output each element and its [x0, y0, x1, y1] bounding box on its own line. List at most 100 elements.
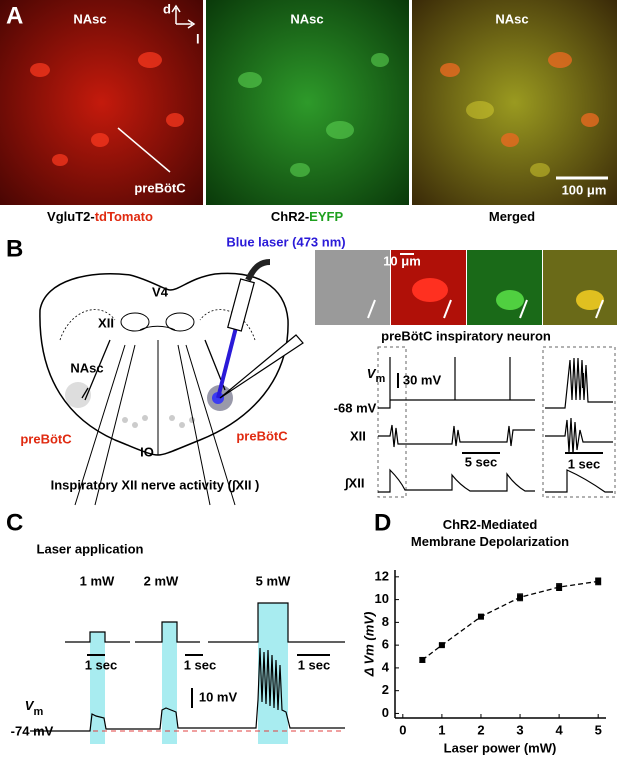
shape [530, 163, 550, 177]
y-tick-label: 4 [382, 659, 390, 674]
shape [65, 382, 91, 408]
shape [30, 647, 345, 732]
shape [367, 299, 604, 319]
shape [90, 632, 105, 744]
prebotc-label: preBötC [236, 428, 288, 443]
shape [371, 53, 389, 67]
scale-bar: 100 μm [562, 182, 607, 197]
diagram-label: IO [140, 444, 154, 459]
shape: EYFP [309, 209, 343, 224]
shape [30, 63, 50, 77]
shape [496, 290, 524, 310]
compass: l [196, 31, 200, 46]
y-tick-label: 12 [375, 568, 389, 583]
point [438, 642, 445, 649]
shape [139, 325, 176, 331]
time-scale: 1 sec [85, 657, 118, 672]
shape [466, 101, 494, 119]
vm-scale: 10 mV [199, 689, 238, 704]
shape: tdTomato [95, 209, 153, 224]
int-xii-label: ∫XII [344, 475, 364, 490]
x-tick-label: 2 [477, 722, 484, 737]
power-label: 5 mW [256, 573, 291, 588]
power-label: 2 mW [144, 573, 179, 588]
time-scale: 1 sec [184, 657, 217, 672]
shape [378, 357, 535, 409]
shape [412, 0, 617, 205]
panel-letter: C [6, 509, 23, 536]
y-tick-label: 10 [375, 591, 389, 606]
point [595, 578, 602, 585]
shape [117, 127, 171, 173]
shape: Merged [489, 209, 535, 224]
y-tick-label: 6 [382, 637, 389, 652]
diagram-label: NAsc [70, 360, 103, 375]
shape [315, 250, 390, 325]
vm-label: Vm [367, 366, 386, 384]
y-tick-label: 8 [382, 614, 389, 629]
x-tick-label: 5 [595, 722, 602, 737]
shape [542, 346, 616, 498]
shape [0, 0, 203, 205]
shape [132, 422, 138, 428]
image-label: NAsc [73, 11, 106, 26]
shape [122, 417, 128, 423]
shape [377, 346, 407, 498]
shape [74, 344, 236, 506]
shape [545, 357, 613, 409]
fit-line [421, 580, 599, 661]
vm-label: Vm [25, 698, 44, 717]
shape [238, 72, 262, 88]
shape [545, 417, 613, 455]
traces [30, 602, 345, 744]
caption: VgluT2-tdTomato [47, 209, 153, 224]
shape [466, 101, 550, 177]
brainstem-diagram [39, 259, 304, 506]
shape [120, 312, 150, 332]
shape [138, 52, 162, 68]
shape [543, 250, 617, 325]
time-scale: 5 sec [465, 454, 498, 469]
power-label: 1 mW [80, 573, 115, 588]
x-axis-label: Laser power (mW) [444, 740, 557, 755]
shape [576, 290, 604, 310]
shape: V [25, 698, 35, 713]
y-tick-label: 0 [382, 705, 389, 720]
point [556, 584, 563, 591]
caption: Merged [489, 209, 535, 224]
shape [467, 250, 542, 325]
neuron-title: preBötC inspiratory neuron [381, 328, 551, 343]
shape [227, 278, 255, 332]
shape [59, 309, 256, 341]
shape [52, 154, 68, 166]
point [419, 656, 426, 663]
shape [65, 602, 345, 643]
shape [166, 113, 184, 127]
time-scale: 1 sec [568, 456, 601, 471]
pointer-label: preBötC [134, 180, 186, 195]
y-axis-label: Δ Vm (mV) [361, 612, 376, 678]
shape [91, 133, 109, 147]
micrographs [315, 250, 617, 325]
image-label: NAsc [495, 11, 528, 26]
diagram-label: XII [98, 315, 114, 330]
shape [412, 278, 448, 302]
prebotc-label: preBötC [20, 431, 72, 446]
compass: d [163, 1, 171, 16]
shape [326, 121, 354, 139]
panel-letter: D [374, 509, 391, 536]
shape [378, 424, 535, 448]
x-tick-label: 4 [555, 722, 563, 737]
shape [545, 469, 613, 493]
shape: m [375, 373, 385, 385]
shape [290, 163, 310, 177]
shape [165, 312, 195, 332]
shape [169, 415, 175, 421]
shape [440, 52, 599, 147]
shape [122, 415, 195, 428]
vm-scale: 30 mV [403, 372, 442, 387]
shape [501, 133, 519, 147]
x-tick-label: 0 [399, 722, 406, 737]
y-tick-label: 2 [382, 682, 389, 697]
